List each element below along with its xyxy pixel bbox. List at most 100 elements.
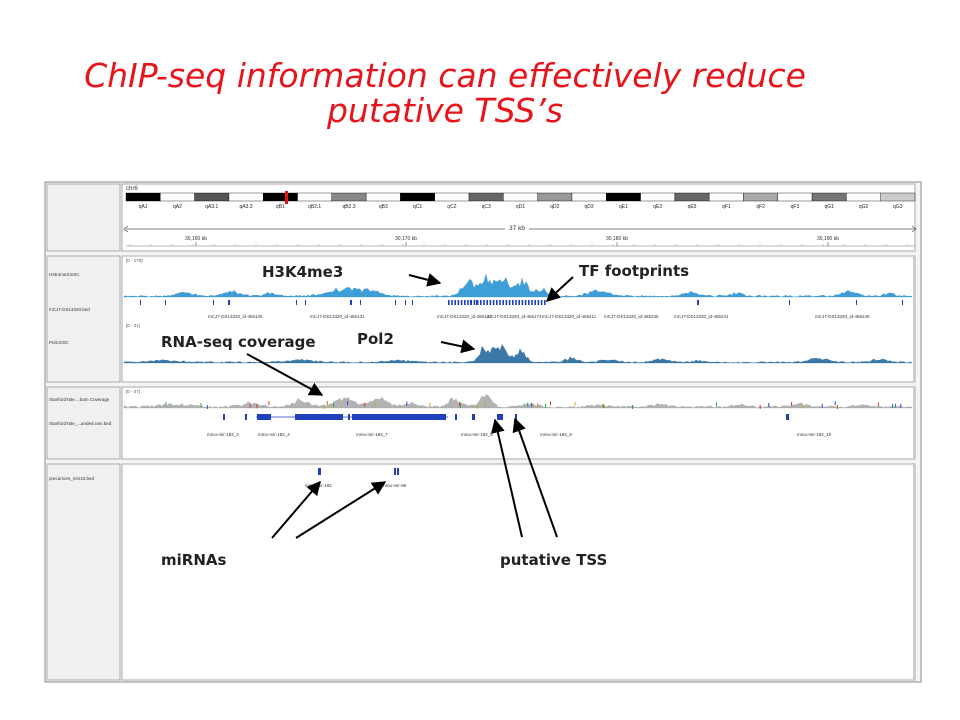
ideogram-band[interactable] <box>674 192 710 202</box>
bed-feature[interactable] <box>296 300 297 305</box>
ideogram-band[interactable] <box>263 192 298 202</box>
ideogram-band[interactable] <box>743 192 778 202</box>
ideogram-band[interactable] <box>297 192 333 202</box>
ideogram-band[interactable] <box>400 192 435 202</box>
chip-scrollbar[interactable] <box>913 256 915 382</box>
bed-feature[interactable] <box>454 300 456 305</box>
bed-feature[interactable] <box>518 300 520 305</box>
track-name-precursors[interactable]: precursors_mm10.bed <box>49 476 95 481</box>
ideogram-band[interactable] <box>606 192 641 202</box>
rna-bed-feature[interactable] <box>245 414 247 420</box>
ideogram-band[interactable] <box>571 192 607 202</box>
rna-bed-feature[interactable] <box>352 414 446 420</box>
rna-bed-feature[interactable] <box>223 414 225 420</box>
bed-feature[interactable] <box>483 300 485 305</box>
ideogram-band[interactable] <box>537 192 573 202</box>
h3k4me3-signal[interactable] <box>123 274 913 298</box>
bed-feature[interactable] <box>305 300 306 305</box>
bed-feature[interactable] <box>537 300 540 305</box>
ideogram-band[interactable] <box>434 192 470 202</box>
bed-feature[interactable] <box>228 300 230 305</box>
bed-feature[interactable] <box>360 300 361 305</box>
bed-feature[interactable] <box>140 300 141 305</box>
bed-feature[interactable] <box>350 300 352 305</box>
bed-feature[interactable] <box>486 300 488 305</box>
rna-bed-feature[interactable] <box>257 414 271 420</box>
pol2-signal[interactable] <box>123 344 913 364</box>
bed-feature[interactable] <box>165 300 166 305</box>
bed-feature[interactable] <box>451 300 453 305</box>
ideogram-band[interactable] <box>468 192 504 202</box>
bed-feature[interactable] <box>512 300 514 305</box>
bed-feature[interactable] <box>502 300 504 305</box>
bed-feature[interactable] <box>457 300 460 305</box>
rna-coverage-signal[interactable] <box>123 394 913 409</box>
bed-feature[interactable] <box>492 300 495 305</box>
bed-feature[interactable] <box>902 300 903 305</box>
rna-bed-feature[interactable] <box>786 414 789 420</box>
track-name-rna-bed[interactable]: StanfordYale_...anded.ram.bed <box>49 421 112 426</box>
bed-feature[interactable] <box>534 300 536 305</box>
track-name-h3k4me3[interactable]: H3K4me3.ESC <box>49 272 80 277</box>
bed-feature[interactable] <box>515 300 517 305</box>
rna-bed-feature[interactable] <box>497 414 503 420</box>
rna-bed-feature[interactable] <box>455 414 457 420</box>
bed-feature[interactable] <box>496 300 498 305</box>
bed-feature[interactable] <box>489 300 492 305</box>
ideogram-band[interactable] <box>846 192 881 202</box>
ideogram-band[interactable] <box>708 192 744 202</box>
mirna-scrollbar[interactable] <box>913 464 915 680</box>
bed-feature[interactable] <box>476 300 477 305</box>
rna-bed-feature[interactable] <box>295 414 343 420</box>
rna-bed-feature[interactable] <box>348 414 350 420</box>
bed-feature[interactable] <box>528 300 530 305</box>
bed-feature[interactable] <box>521 300 524 305</box>
track-name-rna-coverage[interactable]: StanfordYale....bam Coverage <box>49 397 110 402</box>
bed-feature[interactable] <box>508 300 511 305</box>
ruler[interactable]: 30,160 kb 30,170 kb 30,180 kb 30,190 kb <box>129 236 908 246</box>
bed-feature[interactable] <box>476 300 479 305</box>
bed-features[interactable] <box>140 300 903 305</box>
track-name-pol2[interactable]: Pol2.ESC <box>49 340 69 345</box>
bed-feature[interactable] <box>505 300 508 305</box>
ideogram-band[interactable] <box>811 192 847 202</box>
rna-bed-feature[interactable] <box>515 414 517 420</box>
bed-feature[interactable] <box>524 300 527 305</box>
track-name-bed[interactable]: mCJ7-DS13320.bed <box>49 307 90 312</box>
rna-bed-feature[interactable] <box>472 414 475 420</box>
ideogram-band[interactable] <box>228 192 264 202</box>
ideogram-band[interactable] <box>331 192 367 202</box>
bed-feature[interactable] <box>213 300 214 305</box>
bed-feature[interactable] <box>540 300 543 305</box>
ideogram-band[interactable] <box>640 192 676 202</box>
bed-feature[interactable] <box>412 300 413 305</box>
bed-feature[interactable] <box>460 300 463 305</box>
ideogram-band[interactable] <box>160 192 195 202</box>
chromosome-label[interactable]: chr6 <box>126 186 138 192</box>
bed-feature[interactable] <box>470 300 472 305</box>
bed-feature[interactable] <box>544 300 546 305</box>
bed-feature[interactable] <box>473 300 476 305</box>
chromosome-ideogram[interactable] <box>125 192 916 202</box>
rna-scrollbar[interactable] <box>913 387 915 459</box>
bed-feature[interactable] <box>499 300 501 305</box>
mirna-feature-mir-182[interactable] <box>318 468 321 475</box>
bed-feature[interactable] <box>464 300 466 305</box>
ideogram-band[interactable] <box>125 192 161 202</box>
ideogram-band[interactable] <box>503 192 538 202</box>
bed-feature[interactable] <box>531 300 533 305</box>
bed-feature[interactable] <box>856 300 857 305</box>
bed-feature[interactable] <box>697 300 699 305</box>
bed-feature[interactable] <box>405 300 406 305</box>
mirna-feature-mir-96[interactable] <box>394 468 396 475</box>
ideogram-band[interactable] <box>365 192 401 202</box>
ideogram-band[interactable] <box>880 192 916 202</box>
bed-feature[interactable] <box>789 300 790 305</box>
bed-feature[interactable] <box>480 300 482 305</box>
mirna-feature-mir-96[interactable] <box>397 468 399 475</box>
bed-feature[interactable] <box>448 300 450 305</box>
ideogram-band[interactable] <box>194 192 230 202</box>
ideogram-band[interactable] <box>777 192 813 202</box>
bed-feature[interactable] <box>395 300 396 305</box>
bed-feature[interactable] <box>467 300 469 305</box>
